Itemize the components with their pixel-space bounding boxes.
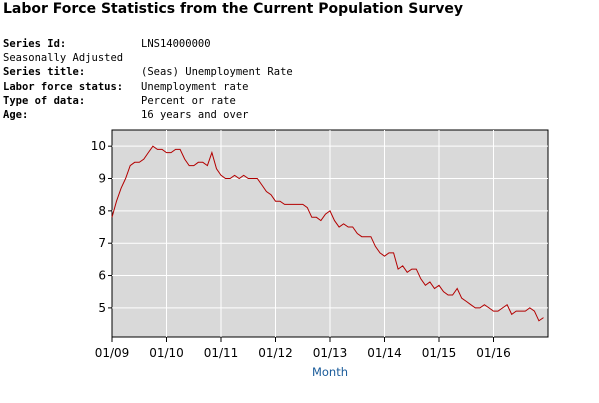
x-tick-label: 01/13 [313,346,348,360]
series-title-label: Series title: [3,66,86,79]
y-tick-label: 9 [98,172,106,186]
x-tick-label: 01/11 [204,346,239,360]
x-tick-label: 01/15 [422,346,457,360]
y-tick-label: 5 [98,301,106,315]
page-title: Labor Force Statistics from the Current … [3,1,463,17]
y-tick-label: 8 [98,204,106,218]
y-tick-label: 10 [91,139,106,153]
y-tick-label: 6 [98,269,106,283]
labor-force-status-value: Unemployment rate [141,80,249,93]
series-title-value: (Seas) Unemployment Rate [141,66,293,79]
age-label: Age: [3,108,29,121]
y-tick-label: 7 [98,236,106,250]
labor-force-status-label: Labor force status: [3,80,124,93]
gridlines-vertical [166,130,494,337]
type-of-data-value: Percent or rate [141,94,236,107]
series-id-value: LNS14000000 [141,38,211,50]
series-id-label: Series Id: [3,38,67,50]
x-tick-label: 01/09 [95,346,130,360]
x-tick-label: 01/14 [367,346,402,360]
series-line [111,145,544,322]
age-value: 16 years and over [141,108,249,121]
y-axis-ticks: 5 6 7 8 9 10 [91,139,112,315]
adjustment-text: Seasonally Adjusted [3,52,124,65]
x-axis-label: Month [312,365,348,379]
x-tick-label: 01/10 [149,346,184,360]
x-axis-ticks: 01/09 01/10 01/11 01/12 01/13 01/14 01/15 01/16 [95,337,511,360]
type-of-data-label: Type of data: [3,94,86,107]
x-tick-label: 01/12 [258,346,293,360]
x-tick-label: 01/16 [476,346,511,360]
